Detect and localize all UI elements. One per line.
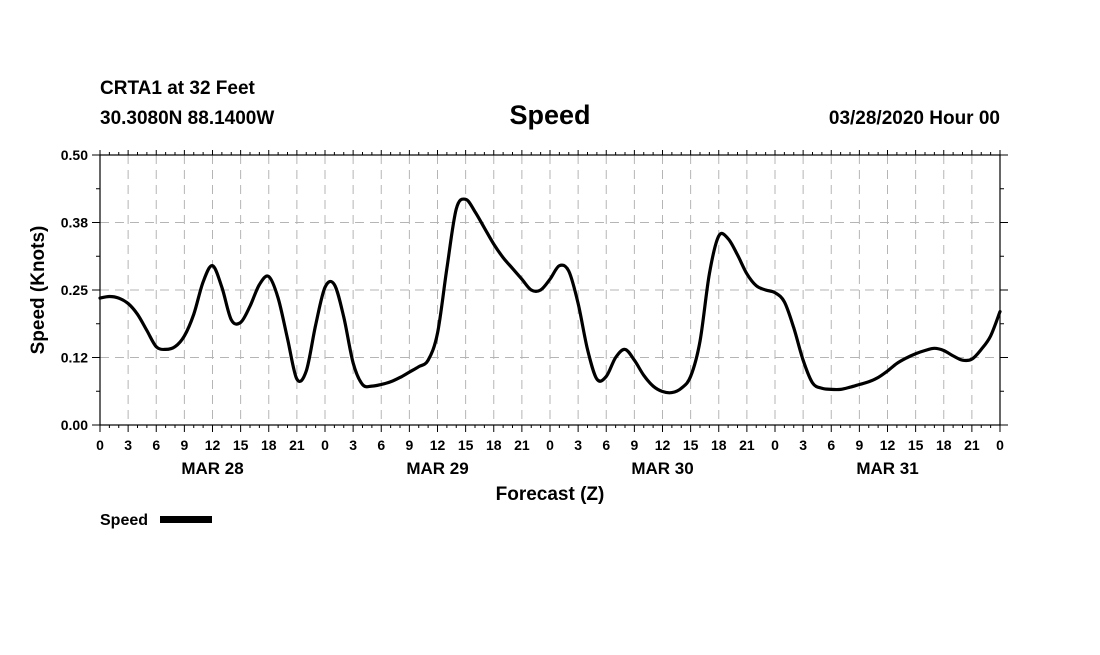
x-tick-label: 9 bbox=[855, 437, 863, 453]
x-tick-label: 15 bbox=[458, 437, 474, 453]
x-tick-label: 15 bbox=[908, 437, 924, 453]
coordinates-label: 30.3080N 88.1400W bbox=[100, 108, 274, 129]
x-tick-label: 6 bbox=[827, 437, 835, 453]
day-label: MAR 28 bbox=[181, 459, 243, 478]
station-label: CRTA1 at 32 Feet bbox=[100, 78, 256, 99]
x-tick-label: 0 bbox=[546, 437, 554, 453]
chart-title: Speed bbox=[509, 100, 590, 130]
x-axis-title: Forecast (Z) bbox=[496, 484, 605, 505]
series-group bbox=[98, 197, 1002, 395]
x-tick-label: 9 bbox=[180, 437, 188, 453]
x-tick-label: 12 bbox=[880, 437, 896, 453]
x-tick-label: 6 bbox=[152, 437, 160, 453]
x-tick-label: 3 bbox=[799, 437, 807, 453]
plot-frame bbox=[99, 154, 1001, 426]
x-tick-label: 21 bbox=[289, 437, 305, 453]
x-tick-label: 12 bbox=[430, 437, 446, 453]
x-tick-label: 3 bbox=[124, 437, 132, 453]
grid-lines bbox=[100, 155, 1000, 425]
x-tick-label: 6 bbox=[602, 437, 610, 453]
x-tick-label: 21 bbox=[739, 437, 755, 453]
x-tick-label: 12 bbox=[655, 437, 671, 453]
y-tick-label: 0.38 bbox=[61, 215, 88, 231]
speed-series-line bbox=[98, 197, 1002, 395]
x-tick-label: 0 bbox=[96, 437, 104, 453]
x-tick-label: 18 bbox=[936, 437, 952, 453]
x-tick-label: 3 bbox=[574, 437, 582, 453]
x-tick-label: 15 bbox=[233, 437, 249, 453]
x-tick-label: 18 bbox=[711, 437, 727, 453]
y-tick-label: 0.50 bbox=[61, 147, 88, 163]
x-tick-label: 18 bbox=[486, 437, 502, 453]
x-axis: 0 3 6 9 12 15 18 21 0 3 6 9 12 15 18 21 0 3 6 9 12 15 18 21 0 3 6 9… bbox=[96, 150, 1004, 453]
x-tick-label: 21 bbox=[514, 437, 530, 453]
day-label: MAR 29 bbox=[406, 459, 468, 478]
legend-swatch bbox=[160, 516, 212, 523]
y-tick-label: 0.12 bbox=[61, 350, 88, 366]
legend-label: Speed bbox=[100, 512, 148, 529]
x-tick-label: 3 bbox=[349, 437, 357, 453]
day-label: MAR 31 bbox=[856, 459, 918, 478]
x-tick-label: 6 bbox=[377, 437, 385, 453]
y-tick-label: 0.00 bbox=[61, 417, 88, 433]
x-tick-label: 12 bbox=[205, 437, 221, 453]
x-tick-label: 0 bbox=[321, 437, 329, 453]
forecast-run-label: 03/28/2020 Hour 00 bbox=[829, 108, 1000, 129]
day-labels: MAR 28 MAR 29 MAR 30 MAR 31 bbox=[181, 459, 918, 478]
y-tick-label: 0.25 bbox=[61, 282, 88, 298]
x-tick-label: 0 bbox=[996, 437, 1004, 453]
y-axis: 0.00 0.12 0.25 0.38 0.50 bbox=[61, 147, 1008, 433]
x-tick-label: 18 bbox=[261, 437, 277, 453]
x-tick-label: 15 bbox=[683, 437, 699, 453]
x-tick-label: 0 bbox=[771, 437, 779, 453]
day-label: MAR 30 bbox=[631, 459, 693, 478]
x-tick-label: 9 bbox=[405, 437, 413, 453]
x-tick-label: 9 bbox=[630, 437, 638, 453]
x-tick-label: 21 bbox=[964, 437, 980, 453]
y-axis-title: Speed (Knots) bbox=[28, 226, 49, 355]
